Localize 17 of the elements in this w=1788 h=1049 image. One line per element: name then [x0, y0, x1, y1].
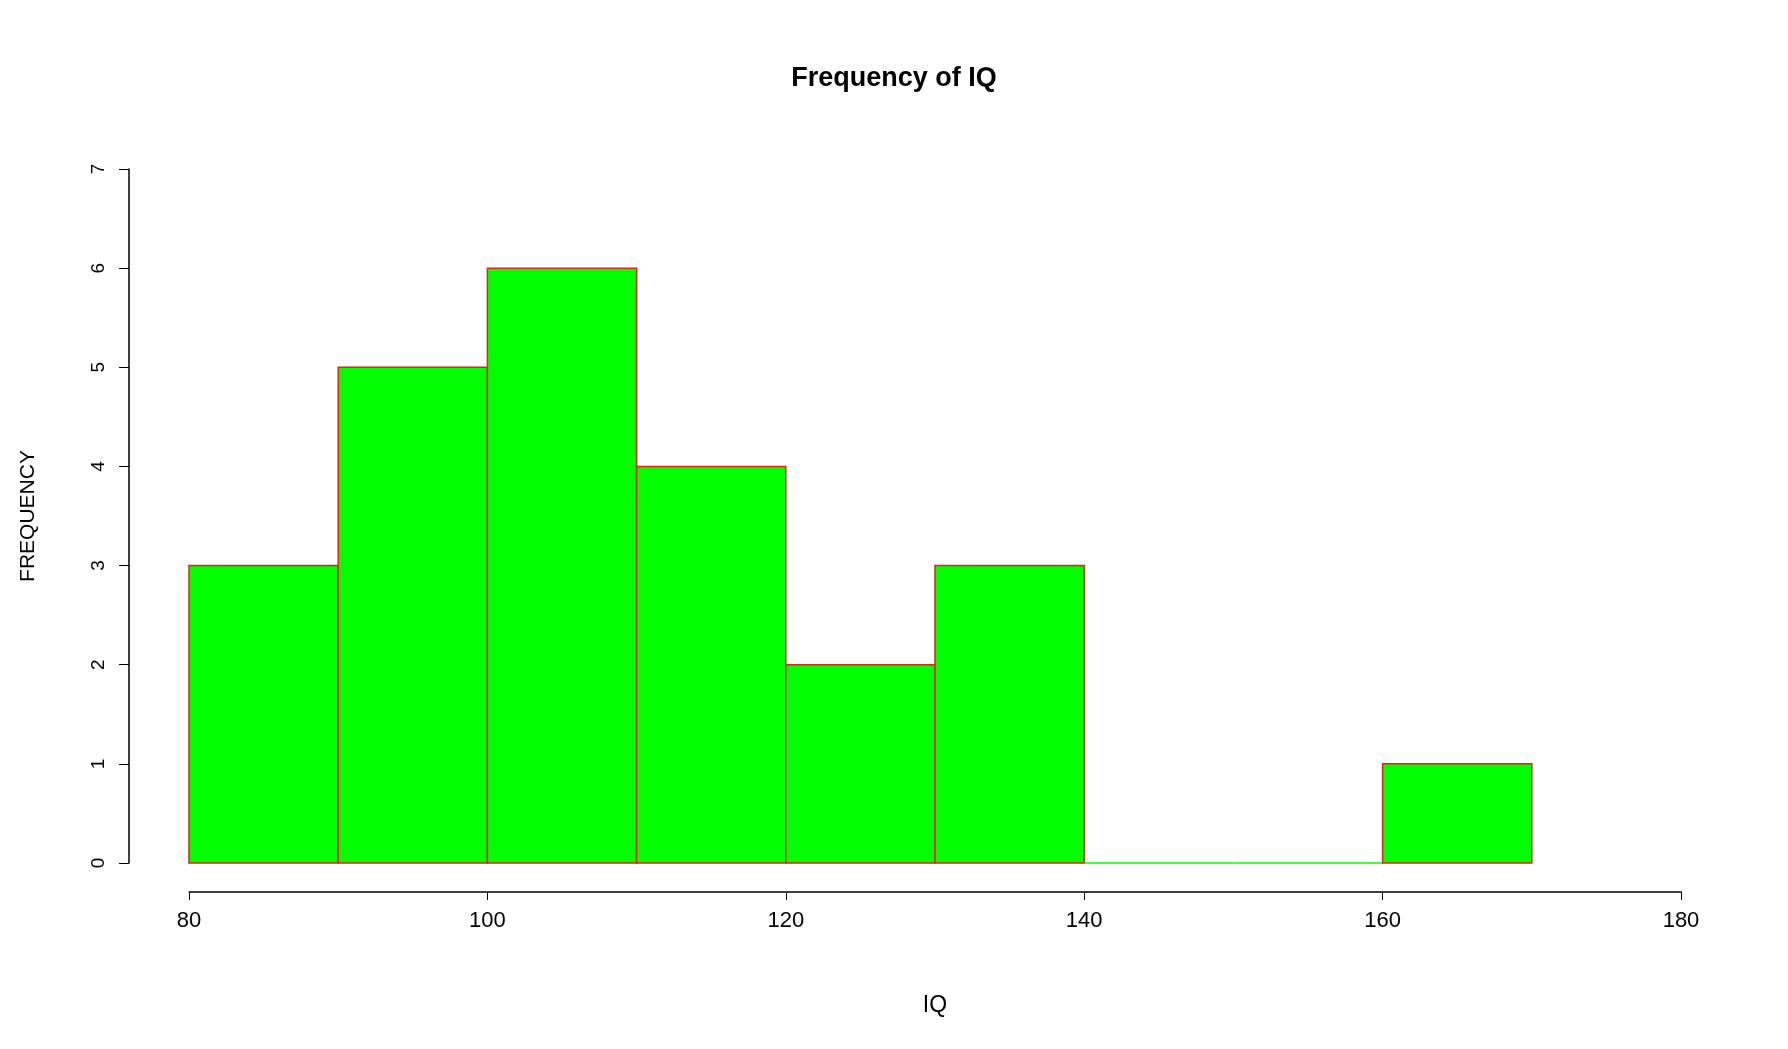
y-tick-label: 1 — [87, 758, 108, 770]
x-axis-title: IQ — [922, 990, 948, 1017]
y-tick-label: 4 — [87, 460, 108, 472]
x-tick-label: 180 — [1662, 906, 1700, 932]
y-tick-label: 5 — [87, 362, 108, 373]
x-tick-label: 140 — [1065, 906, 1103, 932]
y-axis-title: FREQUENCY — [15, 450, 38, 582]
x-tick-label: 160 — [1364, 906, 1401, 932]
x-tick-label: 100 — [469, 906, 506, 932]
y-tick-label: 3 — [87, 560, 108, 571]
x-tick-label: 120 — [767, 906, 805, 932]
y-tick-label: 0 — [87, 857, 108, 869]
y-tick-label: 2 — [87, 659, 108, 670]
y-tick-label: 7 — [87, 163, 108, 175]
y-tick-label: 6 — [87, 262, 108, 274]
x-tick-label: 80 — [176, 906, 202, 932]
chart-title: Frequency of IQ — [791, 61, 997, 92]
